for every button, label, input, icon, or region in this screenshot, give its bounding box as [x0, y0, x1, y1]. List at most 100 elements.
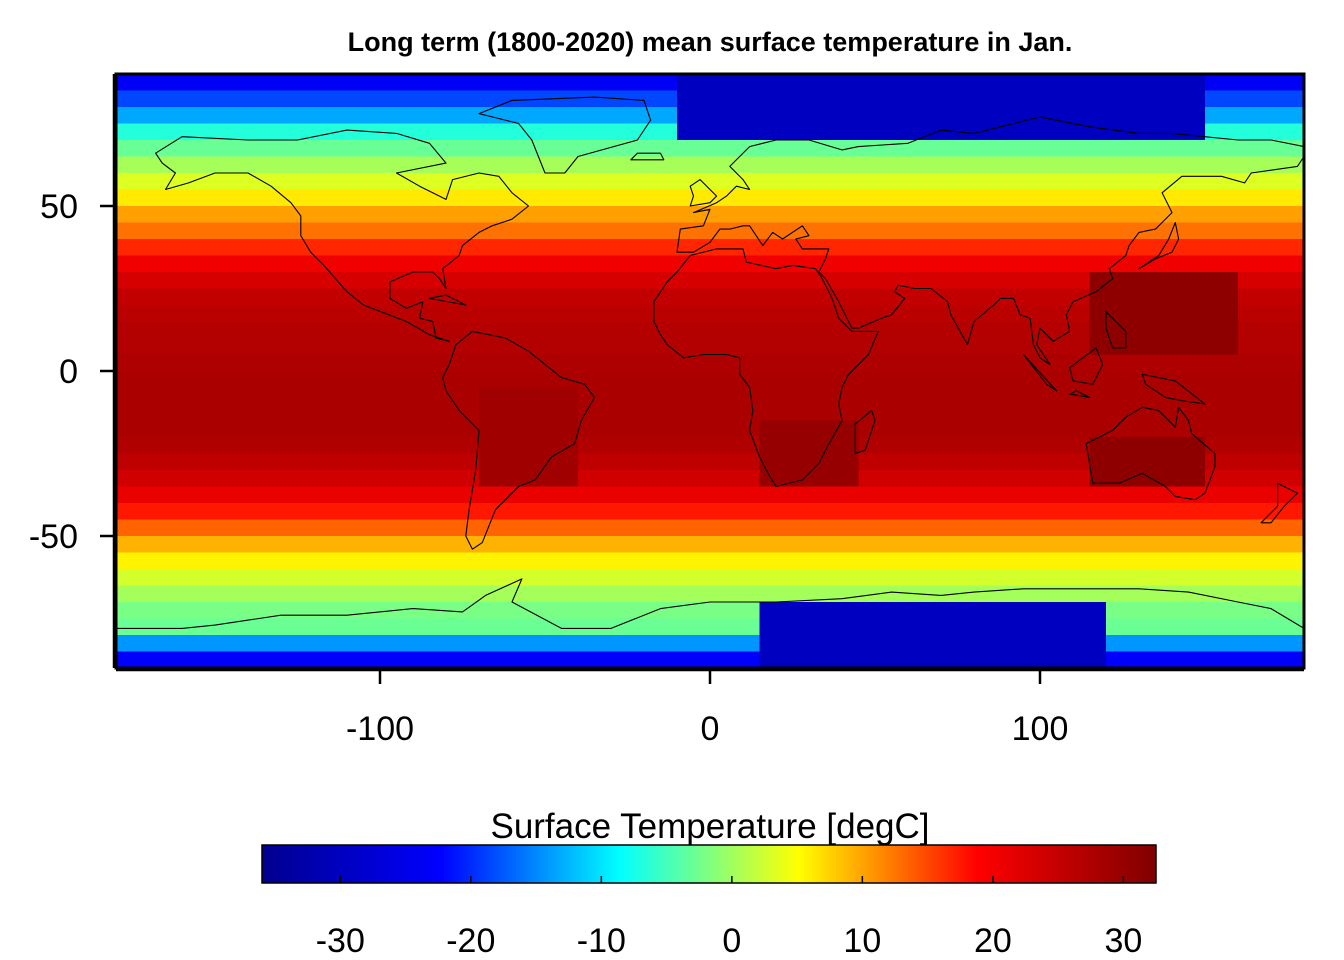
- heatmap-cell: [512, 486, 530, 504]
- heatmap-cell: [908, 519, 926, 537]
- heatmap-cell: [297, 123, 315, 141]
- heatmap-cell: [446, 453, 464, 471]
- heatmap-cell: [264, 618, 282, 636]
- heatmap-cell: [1007, 651, 1025, 669]
- heatmap-cell: [297, 635, 315, 653]
- heatmap-cell: [1106, 140, 1124, 158]
- heatmap-cell: [1155, 140, 1173, 158]
- heatmap-cell: [743, 503, 761, 521]
- heatmap-cell: [314, 552, 332, 570]
- heatmap-cell: [990, 635, 1008, 653]
- heatmap-cell: [561, 569, 579, 587]
- heatmap-cell: [693, 387, 711, 405]
- heatmap-cell: [1073, 189, 1091, 207]
- heatmap-cell: [677, 387, 695, 405]
- heatmap-cell: [231, 618, 249, 636]
- heatmap-cell: [429, 74, 447, 92]
- heatmap-cell: [1172, 651, 1190, 669]
- heatmap-cell: [611, 371, 629, 389]
- heatmap-cell: [462, 354, 480, 372]
- heatmap-cell: [726, 140, 744, 158]
- heatmap-cell: [116, 552, 134, 570]
- heatmap-cell: [446, 519, 464, 537]
- heatmap-cell: [512, 321, 530, 339]
- heatmap-cell: [941, 90, 959, 108]
- heatmap-cell: [1007, 602, 1025, 620]
- heatmap-cell: [528, 173, 546, 191]
- heatmap-cell: [858, 569, 876, 587]
- heatmap-cell: [545, 387, 563, 405]
- heatmap-cell: [941, 140, 959, 158]
- heatmap-cell: [561, 123, 579, 141]
- heatmap-cell: [1155, 272, 1173, 290]
- heatmap-cell: [957, 552, 975, 570]
- heatmap-cell: [693, 90, 711, 108]
- heatmap-cell: [974, 470, 992, 488]
- heatmap-cell: [1139, 618, 1157, 636]
- heatmap-cell: [578, 453, 596, 471]
- heatmap-cell: [974, 387, 992, 405]
- heatmap-cell: [1155, 470, 1173, 488]
- heatmap-cell: [330, 107, 348, 125]
- heatmap-cell: [1205, 272, 1223, 290]
- heatmap-cell: [974, 189, 992, 207]
- heatmap-cell: [1188, 651, 1206, 669]
- heatmap-cell: [1271, 123, 1289, 141]
- heatmap-cell: [1238, 437, 1256, 455]
- heatmap-cell: [330, 354, 348, 372]
- heatmap-cell: [413, 437, 431, 455]
- heatmap-cell: [1073, 420, 1091, 438]
- heatmap-cell: [1287, 371, 1305, 389]
- heatmap-cell: [512, 635, 530, 653]
- heatmap-cell: [215, 189, 233, 207]
- heatmap-cell: [264, 470, 282, 488]
- heatmap-cell: [594, 470, 612, 488]
- heatmap-cell: [858, 404, 876, 422]
- heatmap-cell: [380, 321, 398, 339]
- heatmap-cell: [974, 156, 992, 174]
- heatmap-cell: [743, 272, 761, 290]
- heatmap-cell: [677, 222, 695, 240]
- heatmap-cell: [1040, 305, 1058, 323]
- heatmap-cell: [314, 486, 332, 504]
- heatmap-cell: [363, 140, 381, 158]
- heatmap-cell: [858, 503, 876, 521]
- heatmap-cell: [231, 321, 249, 339]
- heatmap-cell: [363, 585, 381, 603]
- heatmap-cell: [1205, 437, 1223, 455]
- heatmap-cell: [314, 123, 332, 141]
- heatmap-cell: [1056, 371, 1074, 389]
- heatmap-cell: [726, 602, 744, 620]
- heatmap-cell: [545, 288, 563, 306]
- heatmap-cell: [594, 618, 612, 636]
- heatmap-cell: [1254, 618, 1272, 636]
- heatmap-cell: [1106, 585, 1124, 603]
- heatmap-cell: [347, 90, 365, 108]
- heatmap-cell: [182, 173, 200, 191]
- heatmap-cell: [1040, 651, 1058, 669]
- heatmap-cell: [248, 90, 266, 108]
- heatmap-cell: [644, 602, 662, 620]
- heatmap-cell: [842, 536, 860, 554]
- heatmap-cell: [842, 585, 860, 603]
- heatmap-cell: [1106, 288, 1124, 306]
- heatmap-cell: [1073, 635, 1091, 653]
- heatmap-cell: [512, 618, 530, 636]
- heatmap-cell: [1007, 338, 1025, 356]
- heatmap-cell: [941, 189, 959, 207]
- heatmap-cell: [264, 404, 282, 422]
- heatmap-cell: [347, 503, 365, 521]
- heatmap-cell: [660, 354, 678, 372]
- heatmap-cell: [1221, 651, 1239, 669]
- heatmap-cell: [825, 338, 843, 356]
- heatmap-cell: [429, 486, 447, 504]
- heatmap-cell: [1254, 552, 1272, 570]
- heatmap-cell: [132, 453, 150, 471]
- heatmap-cell: [941, 387, 959, 405]
- heatmap-cell: [446, 585, 464, 603]
- heatmap-cell: [677, 255, 695, 273]
- heatmap-cell: [479, 503, 497, 521]
- heatmap-cell: [1188, 305, 1206, 323]
- heatmap-cell: [380, 74, 398, 92]
- heatmap-cell: [446, 140, 464, 158]
